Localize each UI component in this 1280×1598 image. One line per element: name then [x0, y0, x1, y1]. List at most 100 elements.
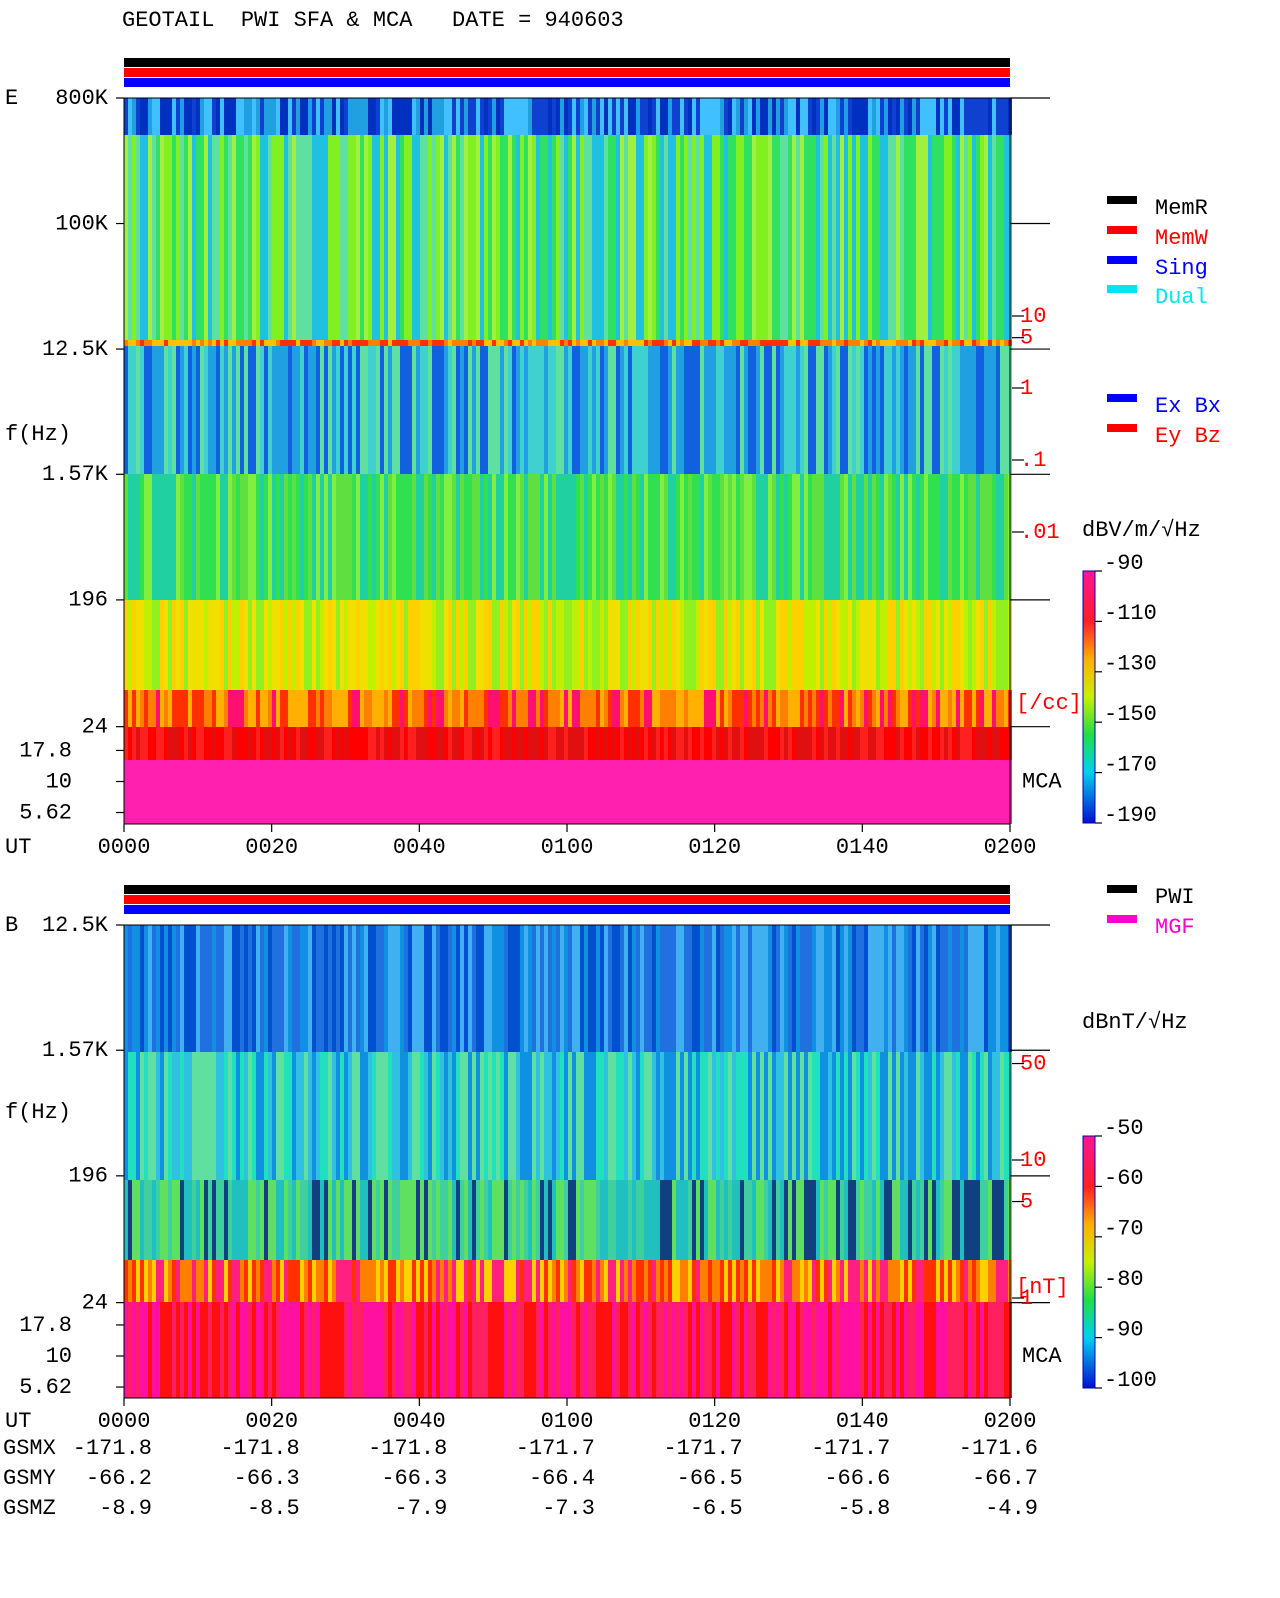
spectrogram-cell [384, 925, 388, 1052]
spectrogram-cell [484, 135, 488, 340]
spectrogram-cell [652, 600, 656, 690]
spectrogram-cell [212, 474, 216, 600]
spectrogram-cell [708, 760, 712, 824]
spectrogram-cell [748, 98, 752, 135]
spectrogram-cell [524, 474, 528, 600]
spectrogram-cell [584, 690, 588, 727]
spectrogram-cell [628, 474, 632, 600]
spectrogram-cell [920, 760, 924, 824]
legend-label: PWI [1155, 885, 1195, 910]
spectrogram-cell [448, 690, 452, 727]
spectrogram-cell [688, 1052, 692, 1180]
spectrogram-cell [680, 346, 684, 474]
legend-label: Sing [1155, 256, 1208, 281]
spectrogram-cell [484, 1260, 488, 1302]
spectrogram-cell [548, 600, 552, 690]
spectrogram-cell [848, 346, 852, 474]
spectrogram-cell [184, 474, 188, 600]
spectrogram-cell [364, 1260, 368, 1302]
spectrogram-cell [720, 1180, 724, 1260]
spectrogram-cell [396, 346, 400, 474]
spectrogram-cell [452, 135, 456, 340]
spectrogram-cell [960, 760, 964, 824]
spectrogram-cell [440, 760, 444, 824]
spectrogram-cell [148, 1302, 152, 1398]
spectrogram-cell [444, 340, 448, 346]
spectrogram-cell [732, 340, 736, 346]
spectrogram-cell [644, 474, 648, 600]
spectrogram-cell [336, 135, 340, 340]
spectrogram-cell [836, 346, 840, 474]
spectrogram-cell [464, 690, 468, 727]
spectrogram-cell [368, 1180, 372, 1260]
spectrogram-cell [604, 1260, 608, 1302]
spectrogram-cell [836, 600, 840, 690]
spectrogram-cell [988, 135, 992, 340]
spectrogram-cell [324, 346, 328, 474]
spectrogram-cell [412, 760, 416, 824]
spectrogram-cell [816, 600, 820, 690]
mca-label: MCA [1022, 769, 1062, 794]
spectrogram-cell [208, 135, 212, 340]
spectrogram-cell [124, 727, 128, 760]
spectrogram-cell [1000, 1302, 1004, 1398]
spectrogram-cell [284, 98, 288, 135]
spectrogram-cell [220, 98, 224, 135]
spectrogram-cell [912, 98, 916, 135]
spectrogram-cell [308, 600, 312, 690]
y-tick-label: 800K [55, 86, 109, 111]
spectrogram-cell [248, 135, 252, 340]
spectrogram-cell [468, 98, 472, 135]
spectrogram-cell [388, 135, 392, 340]
spectrogram-cell [604, 727, 608, 760]
spectrogram-cell [504, 346, 508, 474]
spectrogram-cell [704, 760, 708, 824]
spectrogram-cell [340, 760, 344, 824]
spectrogram-cell [568, 690, 572, 727]
spectrogram-cell [748, 1260, 752, 1302]
spectrogram-cell [548, 98, 552, 135]
spectrogram-cell [624, 1052, 628, 1180]
spectrogram-cell [684, 135, 688, 340]
spectrogram-cell [984, 340, 988, 346]
spectrogram-cell [220, 346, 224, 474]
spectrogram-cell [756, 690, 760, 727]
spectrogram-cell [260, 1052, 264, 1180]
spectrogram-cell [400, 760, 404, 824]
spectrogram-cell [796, 760, 800, 824]
spectrogram-cell [352, 135, 356, 340]
spectrogram-cell [432, 760, 436, 824]
spectrogram-cell [260, 1302, 264, 1398]
spectrogram-cell [180, 1052, 184, 1180]
spectrogram-cell [840, 690, 844, 727]
spectrogram-cell [500, 135, 504, 340]
spectrogram-cell [628, 600, 632, 690]
spectrogram-cell [180, 98, 184, 135]
spectrogram-cell [624, 1180, 628, 1260]
spectrogram-cell [776, 1180, 780, 1260]
spectrogram-cell [680, 135, 684, 340]
spectrogram-cell [132, 1302, 136, 1398]
spectrogram-cell [600, 925, 604, 1052]
spectrogram-cell [300, 1302, 304, 1398]
spectrogram-cell [324, 1260, 328, 1302]
spectrogram-cell [676, 1260, 680, 1302]
orbit-value: -7.9 [395, 1496, 448, 1521]
spectrogram-cell [964, 1260, 968, 1302]
spectrogram-cell [500, 600, 504, 690]
spectrogram-cell [840, 925, 844, 1052]
spectrogram-cell [408, 135, 412, 340]
spectrogram-cell [692, 474, 696, 600]
spectrogram-cell [164, 925, 168, 1052]
spectrogram-cell [384, 346, 388, 474]
spectrogram-cell [440, 1052, 444, 1180]
spectrogram-cell [1000, 600, 1004, 690]
spectrogram-cell [792, 1052, 796, 1180]
spectrogram-cell [344, 1302, 348, 1398]
spectrogram-cell [824, 727, 828, 760]
spectrogram-cell [540, 474, 544, 600]
spectrogram-cell [776, 760, 780, 824]
spectrogram-cell [496, 925, 500, 1052]
spectrogram-cell [992, 600, 996, 690]
spectrogram-cell [848, 1302, 852, 1398]
